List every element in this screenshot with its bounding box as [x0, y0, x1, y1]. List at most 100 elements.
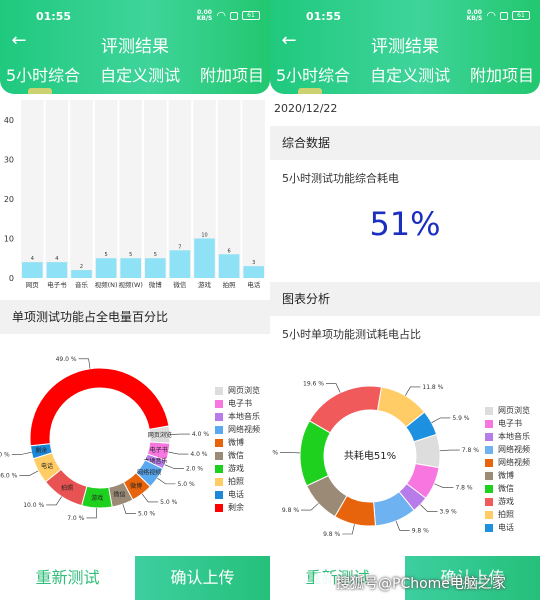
- tab-extra-items[interactable]: 附加项目: [199, 66, 264, 85]
- result-screen-detail: 01:55 0.00 KB/S ◠ 61 ← 评测结果 5小时综合 自定义测试 附…: [270, 0, 540, 600]
- bar-data-label: 5: [129, 252, 132, 258]
- battery-icon: 61: [512, 11, 530, 20]
- slice-pct-label: 49.0 %: [56, 356, 77, 363]
- chart-section-title: 图表分析: [270, 282, 540, 316]
- bar-column-bg: [217, 100, 241, 278]
- legend-label: 拍照: [228, 477, 244, 486]
- summary-section-title: 综合数据: [270, 126, 540, 160]
- back-arrow-icon[interactable]: ←: [281, 30, 297, 51]
- tab-custom-test[interactable]: 自定义测试: [370, 66, 451, 85]
- legend-label: 网络视频: [498, 445, 530, 454]
- slice-pct-label: 5.0 %: [160, 499, 177, 506]
- legend-left: 网页浏览 电子书 本地音乐 网络视频 微博 微信 游戏 拍照 电话 剩余: [215, 384, 260, 514]
- legend-item: 拍照: [485, 508, 530, 521]
- legend-item: 剩余: [215, 501, 260, 514]
- leader-line: [19, 470, 39, 476]
- x-tick-label: 电话: [247, 280, 261, 289]
- leader-line: [431, 417, 451, 423]
- legend-item: 游戏: [485, 495, 530, 508]
- donut-center-label: 共耗电51%: [344, 449, 396, 462]
- x-tick-label: 视频(N): [95, 280, 118, 289]
- legend-item: 本地音乐: [215, 410, 260, 423]
- y-tick-label: 10: [4, 234, 14, 243]
- slice-pct-label: 15.7 %: [270, 450, 278, 457]
- legend-label: 电话: [228, 490, 244, 499]
- back-arrow-icon[interactable]: ←: [11, 30, 27, 51]
- y-tick-label: 40: [4, 116, 14, 125]
- bar-column-bg: [168, 100, 192, 278]
- legend-label: 本地音乐: [228, 412, 260, 421]
- tab-indicator: [28, 88, 52, 94]
- legend-right: 网页浏览 电子书 本地音乐 网络视频 网络视频 微博 微信 游戏 拍照 电话: [485, 404, 530, 534]
- donut-slice: [29, 367, 170, 447]
- slice-pct-label: 7.8 %: [455, 485, 472, 492]
- leader-line: [439, 449, 460, 452]
- slice-name-label: 电话: [41, 462, 53, 470]
- leader-line: [342, 524, 355, 535]
- slice-pct-label: 5.0 %: [138, 511, 155, 518]
- slice-pct-label: 4.0 %: [192, 431, 209, 438]
- legend-swatch: [215, 438, 223, 447]
- legend-label: 本地音乐: [498, 432, 530, 441]
- bar-data-label: 5: [105, 252, 108, 258]
- legend-swatch: [485, 445, 493, 454]
- bar-column-bg: [21, 100, 44, 278]
- upload-button[interactable]: 确认上传: [405, 556, 540, 600]
- slice-pct-label: 6.0 %: [0, 473, 17, 480]
- notification-icon: [500, 11, 508, 20]
- legend-label: 游戏: [498, 497, 514, 506]
- slice-pct-label: 7.0 %: [67, 515, 84, 522]
- legend-label: 游戏: [228, 464, 244, 473]
- tab-5h-summary[interactable]: 5小时综合: [276, 66, 351, 85]
- pie-section-title: 单项测试功能占全电量百分比: [0, 300, 270, 334]
- upload-button[interactable]: 确认上传: [135, 556, 270, 600]
- slice-pct-label: 3.0 %: [0, 451, 10, 458]
- legend-label: 微博: [228, 438, 244, 447]
- tab-5h-summary[interactable]: 5小时综合: [6, 66, 81, 85]
- legend-item: 电子书: [485, 417, 530, 430]
- legend-swatch: [485, 523, 493, 532]
- slice-name-label: 电子书: [150, 446, 168, 454]
- status-bar: 01:55 0.00 KB/S ◠ 61: [0, 0, 270, 30]
- bar: [145, 258, 166, 278]
- tab-indicator: [298, 88, 322, 94]
- slice-pct-label: 7.8 %: [462, 447, 479, 454]
- x-tick-label: 视频(W): [118, 280, 143, 289]
- bar: [169, 250, 191, 278]
- x-tick-label: 游戏: [198, 280, 212, 289]
- y-tick-label: 30: [4, 155, 14, 164]
- x-tick-label: 拍照: [223, 280, 237, 289]
- donut-chart-right: 7.8 % 7.8 % 3.9 % 9.8 % 9.8 % 9.8 % 15.7 % 19.6…: [270, 381, 479, 538]
- bar: [95, 258, 117, 278]
- legend-label: 微信: [498, 484, 514, 493]
- bar-data-label: 3: [252, 260, 255, 266]
- slice-pct-label: 10.0 %: [23, 502, 44, 509]
- retest-button[interactable]: 重新测试: [270, 556, 405, 600]
- slice-pct-label: 19.6 %: [303, 381, 324, 388]
- leader-line: [164, 464, 184, 469]
- network-speed: 0.00 KB/S: [196, 8, 213, 22]
- slice-name-label: 微博: [130, 482, 142, 490]
- legend-item: 网络视频: [485, 456, 530, 469]
- legend-label: 网络视频: [228, 425, 260, 434]
- legend-label: 电子书: [498, 419, 522, 428]
- slice-name-label: 游戏: [91, 494, 103, 502]
- legend-swatch: [215, 399, 223, 408]
- bar-data-label: 2: [80, 264, 83, 270]
- legend-label: 网页浏览: [498, 406, 530, 415]
- bar-column-bg: [193, 100, 216, 278]
- y-tick-label: 0: [9, 274, 14, 283]
- watermark: 搜狐号@PChome电脑之家: [336, 576, 506, 592]
- tab-custom-test[interactable]: 自定义测试: [100, 66, 181, 85]
- bar-column-bg: [119, 100, 142, 278]
- slice-pct-label: 2.0 %: [186, 465, 203, 472]
- retest-button[interactable]: 重新测试: [0, 556, 135, 600]
- leader-line: [11, 452, 32, 455]
- tab-extra-items[interactable]: 附加项目: [469, 66, 534, 85]
- slice-pct-label: 9.8 %: [282, 507, 299, 514]
- slice-pct-label: 5.0 %: [178, 481, 195, 488]
- slice-name-label: 剩余: [35, 446, 47, 454]
- bar-data-label: 4: [55, 256, 58, 262]
- bar-column-bg: [70, 100, 93, 278]
- legend-label: 剩余: [228, 503, 244, 512]
